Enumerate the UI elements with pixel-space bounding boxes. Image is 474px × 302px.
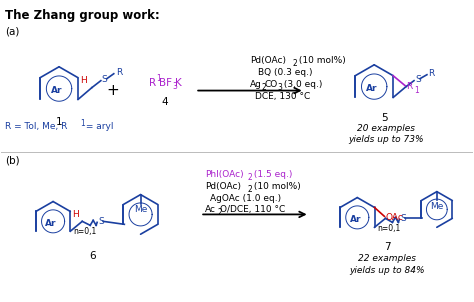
Text: (10 mol%): (10 mol%) [296, 56, 346, 65]
Text: n=0,1: n=0,1 [73, 227, 97, 236]
Text: Me: Me [430, 201, 444, 210]
Text: 2: 2 [248, 185, 253, 194]
Text: 1: 1 [156, 74, 161, 83]
Text: = aryl: = aryl [83, 122, 113, 131]
Text: S: S [98, 217, 104, 226]
Text: S: S [415, 75, 421, 84]
Text: n=0,1: n=0,1 [377, 224, 400, 233]
Text: R: R [428, 69, 434, 78]
Text: PhI(OAc): PhI(OAc) [205, 170, 244, 179]
Text: (1.5 eq.): (1.5 eq.) [251, 170, 292, 179]
Text: CO: CO [265, 80, 278, 89]
Text: 4: 4 [161, 97, 168, 107]
Text: 1: 1 [56, 117, 63, 127]
Text: 1: 1 [80, 119, 85, 128]
Text: 22 examples: 22 examples [358, 254, 416, 263]
Text: 3: 3 [278, 83, 283, 92]
Text: 2: 2 [248, 173, 253, 182]
Text: BF: BF [159, 78, 173, 88]
Text: H: H [73, 210, 79, 219]
Text: R = Tol, Me, R: R = Tol, Me, R [5, 122, 68, 131]
Text: K: K [175, 78, 182, 88]
Text: yields up to 73%: yields up to 73% [348, 135, 424, 144]
Text: 2: 2 [217, 208, 222, 217]
Text: Ag: Ag [250, 80, 262, 89]
Text: The Zhang group work:: The Zhang group work: [5, 9, 160, 22]
Text: 6: 6 [90, 251, 96, 261]
Text: (3.0 eq.): (3.0 eq.) [281, 80, 322, 89]
Text: 7: 7 [384, 242, 391, 252]
Text: +: + [106, 83, 119, 98]
Text: Pd(OAc): Pd(OAc) [250, 56, 286, 65]
Text: 3: 3 [173, 82, 177, 91]
Text: DCE, 130 °C: DCE, 130 °C [255, 92, 310, 101]
Text: (b): (b) [5, 156, 20, 166]
Text: S: S [401, 214, 406, 223]
Text: S: S [102, 75, 108, 84]
Text: Me: Me [134, 205, 147, 214]
Text: yields up to 84%: yields up to 84% [349, 266, 425, 275]
Text: 2: 2 [262, 83, 266, 92]
Text: Ac: Ac [205, 205, 216, 214]
Text: R: R [406, 82, 412, 91]
Text: R: R [148, 78, 155, 88]
Text: R: R [116, 68, 122, 77]
Text: BQ (0.3 eq.): BQ (0.3 eq.) [258, 68, 312, 77]
Text: (10 mol%): (10 mol%) [251, 182, 301, 191]
Text: Ar: Ar [51, 86, 63, 95]
Text: (a): (a) [5, 26, 20, 36]
Text: Ar: Ar [46, 219, 57, 228]
Text: AgOAc (1.0 eq.): AgOAc (1.0 eq.) [210, 194, 281, 203]
Text: OAc: OAc [385, 213, 403, 222]
Text: 5: 5 [381, 113, 387, 123]
Text: Ar: Ar [349, 215, 361, 224]
Text: H: H [80, 76, 87, 85]
Text: 1: 1 [414, 86, 419, 95]
Text: O/DCE, 110 °C: O/DCE, 110 °C [220, 205, 285, 214]
Text: 20 examples: 20 examples [357, 124, 415, 133]
Text: 2: 2 [292, 59, 297, 68]
Text: Ar: Ar [366, 84, 378, 93]
Text: Pd(OAc): Pd(OAc) [205, 182, 241, 191]
